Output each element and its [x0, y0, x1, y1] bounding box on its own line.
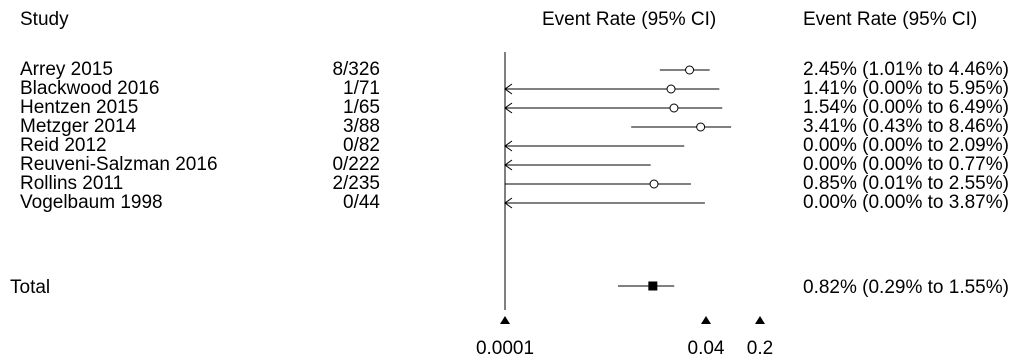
ci-column-header: Event Rate (95% CI)	[803, 9, 978, 30]
study-name: Reuveni-Salzman 2016	[20, 154, 218, 175]
ci-text-column: 2.45% (1.01% to 4.46%) 1.41% (0.00% to 5.…	[803, 60, 1026, 212]
point-estimate	[696, 122, 706, 132]
study-events: 1/65	[343, 97, 380, 118]
study-name: Reid 2012	[20, 135, 107, 156]
study-name: Vogelbaum 1998	[20, 192, 163, 213]
table-row: Metzger 2014 3/88	[20, 117, 380, 136]
table-row: Vogelbaum 1998 0/44	[20, 193, 380, 212]
point-estimate	[649, 179, 659, 189]
study-ci-text: 0.85% (0.01% to 2.55%)	[803, 173, 1009, 194]
table-row: Rollins 2011 2/235	[20, 174, 380, 193]
study-ci-text: 1.54% (0.00% to 6.49%)	[803, 97, 1009, 118]
study-events: 0/222	[332, 154, 380, 175]
study-name: Rollins 2011	[20, 173, 124, 194]
ci-lower-arrow	[504, 83, 513, 95]
point-estimate	[685, 65, 695, 75]
study-name: Hentzen 2015	[20, 97, 139, 118]
study-events: 0/82	[343, 135, 380, 156]
axis-tick-label: 0.04	[688, 338, 725, 359]
study-ci-text: 2.45% (1.01% to 4.46%)	[803, 60, 1009, 80]
study-ci-text: 0.00% (0.00% to 2.09%)	[803, 135, 1009, 156]
total-label: Total	[10, 277, 51, 298]
table-row: Reuveni-Salzman 2016 0/222	[20, 155, 380, 174]
study-events: 0/44	[343, 192, 380, 213]
study-events: 3/88	[343, 116, 380, 137]
table-row: Arrey 2015 8/326	[20, 60, 380, 79]
point-estimate	[666, 84, 676, 94]
study-name: Blackwood 2016	[20, 78, 160, 99]
study-events: 8/326	[332, 59, 380, 80]
point-estimate	[669, 103, 679, 113]
table-row: Hentzen 2015 1/65	[20, 98, 380, 117]
axis-tick-marker	[701, 316, 712, 324]
total-ci-text: 0.82% (0.29% to 1.55%)	[803, 278, 1009, 297]
ci-lower-arrow	[504, 102, 513, 114]
study-events: 1/71	[343, 78, 380, 99]
study-name: Arrey 2015	[20, 59, 113, 80]
study-column-header: Study	[20, 9, 69, 30]
study-ci-text: 3.41% (0.43% to 8.46%)	[803, 116, 1009, 137]
axis-tick-marker	[500, 316, 510, 324]
axis-tick-label: 0.0001	[476, 338, 534, 359]
study-events: 2/235	[332, 173, 380, 194]
table-row: Blackwood 2016 1/71	[20, 79, 380, 98]
table-row: Reid 2012 0/82	[20, 136, 380, 155]
plot-column-header: Event Rate (95% CI)	[542, 9, 717, 30]
axis-tick-marker	[755, 316, 765, 324]
study-ci-text: 0.00% (0.00% to 3.87%)	[803, 192, 1009, 212]
study-list: Arrey 2015 8/326 Blackwood 2016 1/71 Hentzen…	[20, 60, 380, 212]
study-ci-text: 1.41% (0.00% to 5.95%)	[803, 78, 1009, 99]
total-estimate-marker	[648, 281, 658, 291]
ci-lower-arrow	[504, 140, 513, 152]
study-name: Metzger 2014	[20, 116, 137, 137]
ci-lower-arrow	[504, 197, 513, 209]
study-ci-text: 0.00% (0.00% to 0.77%)	[803, 154, 1009, 175]
ci-lower-arrow	[504, 159, 513, 171]
axis-tick-label: 0.2	[747, 338, 773, 359]
